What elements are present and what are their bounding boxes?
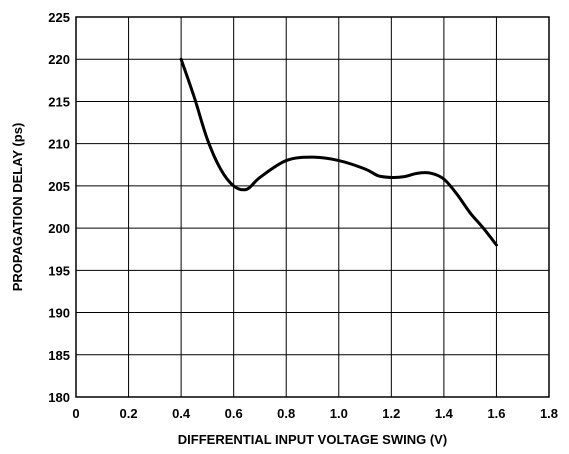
x-tick-label: 0.2 (120, 406, 138, 421)
y-tick-label: 185 (48, 348, 70, 363)
x-tick-label: 1.4 (435, 406, 454, 421)
x-tick-label: 1.0 (330, 406, 348, 421)
y-tick-label: 180 (48, 390, 70, 405)
x-tick-label: 1.6 (487, 406, 505, 421)
x-axis-title: DIFFERENTIAL INPUT VOLTAGE SWING (V) (178, 432, 447, 447)
x-tick-label: 0 (72, 406, 79, 421)
y-tick-label: 205 (48, 179, 70, 194)
series-line (179, 57, 498, 247)
y-tick-label: 220 (48, 52, 70, 67)
x-tick-labels: 0 0.2 0.4 0.6 0.8 1.0 1.2 1.4 1.6 1.8 (72, 406, 558, 421)
y-tick-label: 200 (48, 221, 70, 236)
y-tick-label: 195 (48, 263, 70, 278)
curve-layer (179, 57, 498, 247)
x-tick-label: 0.8 (277, 406, 295, 421)
x-tick-label: 0.6 (225, 406, 243, 421)
y-tick-label: 210 (48, 137, 70, 152)
x-tick-label: 1.2 (382, 406, 400, 421)
x-tick-label: 0.4 (172, 406, 191, 421)
y-tick-label: 215 (48, 94, 70, 109)
y-axis-title: PROPAGATION DELAY (ps) (10, 123, 25, 292)
x-tick-label: 1.8 (540, 406, 558, 421)
grid-layer (76, 17, 549, 397)
y-tick-labels: 180 185 190 195 200 205 210 215 220 225 (48, 10, 70, 405)
plot-frame (75, 16, 550, 398)
y-tick-label: 225 (48, 10, 70, 25)
y-tick-label: 190 (48, 306, 70, 321)
